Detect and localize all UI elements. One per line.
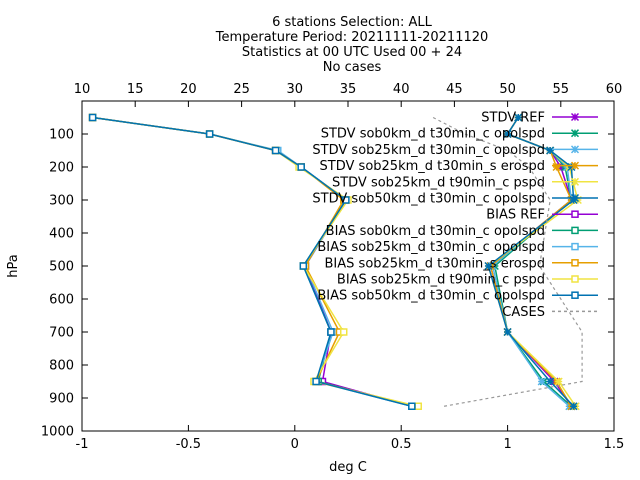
legend-marker (571, 291, 579, 299)
legend-label: BIAS sob25km_d t30min_c opolspd (317, 240, 545, 255)
legend-marker (570, 129, 580, 138)
data-point (514, 113, 523, 122)
legend-marker (570, 161, 580, 170)
data-point (546, 146, 555, 155)
data-point (205, 130, 214, 138)
data-point (537, 377, 546, 386)
series-cases (432, 116, 583, 407)
y-tick-label: 900 (49, 392, 74, 407)
legend-marker (570, 177, 580, 186)
title-line: Temperature Period: 20211111-20211120 (215, 30, 489, 45)
y-tick-label: 800 (49, 359, 74, 374)
data-point (556, 162, 565, 172)
data-point (503, 129, 512, 139)
legend-marker (570, 145, 580, 154)
x2-tick-label: 50 (499, 82, 516, 97)
data-point (414, 402, 422, 410)
legend-marker (571, 226, 579, 235)
x-tick-label: 1.5 (604, 437, 625, 452)
data-point (327, 328, 335, 336)
x-tick-label: -0.5 (176, 437, 201, 452)
legend-label: BIAS sob0km_d t30min_c opolspd (326, 224, 545, 239)
series-bias (88, 113, 416, 410)
legend-marker (570, 112, 580, 122)
y-tick-label: 100 (49, 128, 74, 143)
x2-tick-label: 20 (180, 82, 197, 97)
legend-label: STDV REF (481, 111, 545, 126)
title-line: 6 stations Selection: ALL (272, 15, 433, 30)
y-tick-label: 600 (49, 293, 74, 308)
x2-tick-label: 55 (553, 82, 570, 97)
data-point (552, 162, 561, 172)
data-point (271, 146, 280, 155)
legend-label: BIAS sob25km_d t90min_c pspd (337, 273, 545, 288)
y-tick-label: 500 (49, 260, 74, 275)
legend-label: BIAS sob25km_d t30min_s erospd (325, 256, 545, 271)
x2-tick-label: 15 (127, 82, 144, 97)
legend-label: BIAS REF (486, 208, 545, 223)
x-axis-label: deg C (329, 460, 367, 475)
y-tick-label: 1000 (41, 425, 74, 440)
x2-tick-label: 60 (606, 82, 623, 97)
x2-tick-label: 25 (233, 82, 250, 97)
data-point (567, 162, 576, 172)
data-point (342, 196, 350, 204)
y-tick-label: 300 (49, 194, 74, 209)
x-tick-label: 0 (291, 437, 299, 452)
legend-marker (571, 242, 579, 251)
legend-label: BIAS sob50km_d t30min_c opolspd (317, 289, 545, 304)
data-point (88, 113, 97, 122)
axes: -1 -0.5 0 0.5 1 1.5 10 15 20 25 30 35 40 45 50 55 60 100 2… (41, 82, 624, 452)
data-point (569, 402, 578, 411)
data-point (554, 377, 563, 386)
x2-tick-label: 40 (393, 82, 410, 97)
x2-tick-label: 30 (287, 82, 304, 97)
legend-marker (571, 259, 579, 267)
title-line: Statistics at 00 UTC Used 00 + 24 (242, 45, 462, 60)
data-point (299, 262, 308, 270)
data-point (408, 402, 416, 410)
plot-lines (88, 113, 583, 411)
legend-marker (571, 275, 579, 283)
x2-tick-label: 10 (74, 82, 91, 97)
x2-tick-label: 45 (446, 82, 463, 97)
legend-label: STDV sob25km_d t30min_s erospd (320, 159, 545, 174)
data-point (503, 327, 512, 337)
y-tick-label: 700 (49, 326, 74, 341)
legend-label: STDV sob25km_d t90min_c pspd (332, 175, 545, 190)
y-axis-label: hPa (6, 254, 21, 277)
data-point (312, 377, 320, 386)
legend-marker (570, 193, 580, 203)
legend-label: CASES (502, 305, 545, 320)
x-tick-label: 0.5 (391, 437, 412, 452)
data-point (546, 377, 555, 386)
y-tick-label: 200 (49, 161, 74, 176)
x-tick-label: -1 (76, 437, 89, 452)
x-tick-label: 1 (503, 437, 511, 452)
data-point (297, 163, 305, 171)
legend-marker (571, 210, 579, 218)
legend-label: STDV sob0km_d t30min_c opolspd (321, 127, 545, 142)
title-line: No cases (323, 60, 382, 75)
y-tick-label: 400 (49, 227, 74, 242)
legend-label: STDV sob50km_d t30min_c opolspd (312, 192, 545, 207)
chart-title: 6 stations Selection: ALL Temperature Pe… (215, 15, 489, 75)
x2-tick-label: 35 (340, 82, 357, 97)
series-line (432, 116, 583, 407)
data-point (339, 328, 348, 336)
legend-label: STDV sob25km_d t30min_c opolspd (312, 143, 545, 158)
data-point (484, 261, 493, 271)
